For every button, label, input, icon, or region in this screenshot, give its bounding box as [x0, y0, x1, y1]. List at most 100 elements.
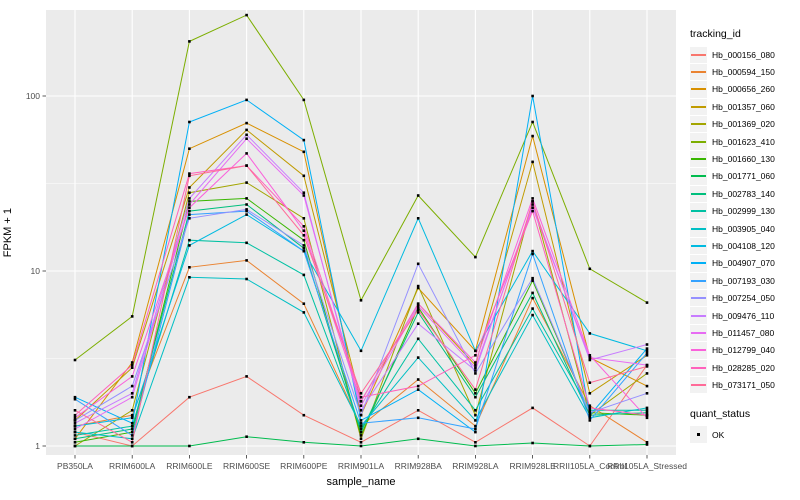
data-point	[245, 137, 248, 140]
data-point	[302, 246, 306, 250]
data-point	[416, 416, 420, 420]
legend-item-quant-ok: OK	[690, 426, 798, 443]
data-point	[645, 365, 649, 368]
legend-key-line-icon	[691, 297, 706, 300]
data-point	[73, 430, 77, 434]
data-point	[531, 279, 534, 282]
data-point	[531, 406, 534, 410]
legend-key-line-icon	[691, 262, 706, 265]
data-point	[188, 172, 191, 175]
data-point	[245, 121, 248, 125]
data-point	[188, 197, 191, 200]
x-tick-label: RRIM600LA	[109, 461, 156, 471]
data-point	[130, 384, 134, 388]
data-point	[474, 395, 477, 399]
legend-key	[690, 272, 707, 289]
data-point	[474, 366, 477, 369]
legend-key-line-icon	[691, 227, 706, 230]
y-tick-label: 100	[25, 90, 40, 101]
data-point	[130, 361, 134, 364]
data-point	[531, 134, 534, 138]
data-point	[73, 444, 77, 448]
legend-item: Hb_003905_040	[690, 220, 798, 237]
data-point	[302, 194, 306, 197]
data-point	[588, 404, 592, 407]
legend-item-label: Hb_004108_120	[712, 240, 775, 251]
data-point	[531, 296, 534, 300]
data-point	[474, 354, 477, 357]
legend-item: Hb_011457_080	[690, 324, 798, 342]
legend-key-line-icon	[691, 105, 706, 108]
data-point	[645, 392, 649, 395]
legend-item-label: Hb_002783_140	[712, 188, 775, 199]
legend-item-label: Hb_002999_130	[712, 206, 775, 217]
legend-item-label: Hb_004907_070	[712, 258, 775, 269]
legend-key	[690, 220, 707, 237]
data-point	[359, 444, 363, 448]
data-point	[245, 152, 248, 155]
legend-key	[690, 289, 707, 307]
legend-key	[690, 307, 707, 324]
data-point	[188, 40, 191, 43]
legend-key-line-icon	[691, 192, 706, 195]
data-point	[302, 174, 306, 178]
data-point	[359, 404, 363, 407]
legend-key	[690, 185, 707, 203]
data-point	[531, 276, 534, 280]
data-point	[474, 388, 477, 391]
data-point	[588, 358, 592, 362]
x-tick-label: PB350LA	[57, 461, 93, 471]
data-point	[73, 441, 77, 444]
legend-item-label: Hb_000594_150	[712, 67, 775, 78]
legend-item: Hb_000594_150	[690, 63, 798, 81]
data-point	[416, 304, 420, 308]
data-point	[130, 441, 134, 444]
data-point	[245, 209, 248, 213]
data-point	[188, 120, 191, 124]
legend-item: Hb_009476_110	[690, 307, 798, 324]
x-tick-label: RRIM600LE	[166, 461, 213, 471]
data-point	[188, 444, 191, 448]
data-point	[245, 203, 248, 206]
data-point	[302, 413, 306, 417]
data-point	[359, 427, 363, 431]
data-point	[531, 249, 534, 253]
data-point	[531, 120, 534, 124]
data-point	[245, 208, 248, 211]
x-tick-label: RRIM901LA	[337, 461, 385, 471]
data-point	[588, 413, 592, 417]
data-point	[188, 276, 191, 279]
data-point	[531, 200, 534, 203]
x-axis-title: sample_name	[326, 476, 396, 488]
data-point	[130, 421, 134, 425]
legend-item-label: Hb_003905_040	[712, 223, 775, 234]
data-point	[245, 13, 248, 17]
data-point	[302, 234, 306, 237]
legend-item-label: Hb_001771_060	[712, 171, 775, 182]
data-point	[645, 384, 649, 388]
data-point	[645, 347, 649, 350]
legend-key-line-icon	[691, 71, 706, 74]
data-point	[416, 378, 420, 381]
data-point	[531, 94, 534, 98]
data-point	[416, 302, 420, 305]
legend-item: Hb_007254_050	[690, 289, 798, 307]
data-point	[416, 311, 420, 314]
data-point	[359, 421, 363, 425]
data-point	[245, 128, 248, 132]
data-point	[416, 388, 420, 391]
data-point	[531, 160, 534, 164]
data-point	[588, 416, 592, 420]
data-point	[474, 369, 477, 372]
data-point	[645, 363, 649, 367]
data-point	[645, 301, 649, 304]
legend-item-label: Hb_001357_060	[712, 101, 775, 112]
data-point	[645, 343, 649, 346]
legend-item: Hb_073171_050	[690, 376, 798, 394]
legend-item-label: Hb_011457_080	[712, 327, 775, 338]
legend-item-label: Hb_009476_110	[712, 310, 775, 321]
data-point	[359, 400, 363, 403]
data-point	[302, 273, 306, 277]
data-point	[73, 395, 77, 399]
data-point	[245, 259, 248, 262]
